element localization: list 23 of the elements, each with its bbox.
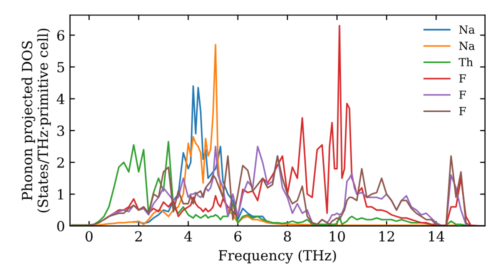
y-tick-label: 4: [56, 94, 64, 104]
x-tick-label: 6: [234, 231, 242, 242]
x-tick-label: 14: [429, 231, 444, 242]
y-tick-label: 0: [57, 220, 64, 232]
x-tick-label: 2: [135, 231, 142, 242]
y-tick-label: 6: [57, 30, 64, 41]
y-axis-title: Phonon projected DOS (States/THz·primitive cell): [22, 28, 51, 212]
y-tick-label: 2: [57, 157, 64, 168]
x-tick-label: 8: [284, 231, 291, 242]
x-tick-label: 0: [86, 231, 93, 242]
legend-label: Na: [459, 42, 475, 50]
legend-label: Th: [458, 58, 473, 66]
x-axis-title: Frequency (THz): [218, 250, 336, 264]
x-tick-label: 10: [330, 231, 345, 242]
y-tick-label: 5: [57, 62, 64, 72]
x-tick-label: 4: [184, 231, 192, 242]
legend-label: F: [459, 74, 466, 82]
legend-label: Na: [459, 25, 475, 34]
legend-label: F: [459, 107, 466, 116]
x-tick-label: 12: [379, 231, 394, 242]
legend-label: F: [459, 90, 466, 99]
y-tick-label: 1: [58, 189, 64, 200]
y-tick-label: 3: [57, 126, 64, 136]
